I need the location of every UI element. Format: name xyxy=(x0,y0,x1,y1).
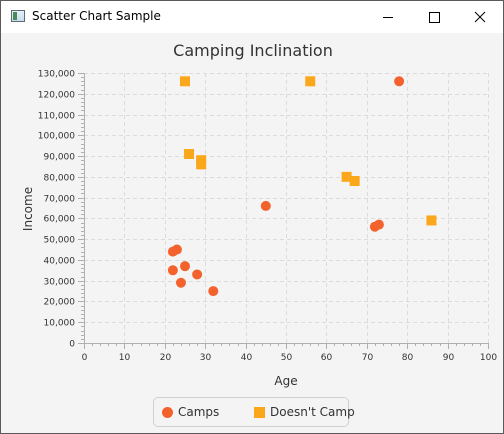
doesnt-camp-point xyxy=(349,176,360,186)
x-tick-label: 60 xyxy=(321,353,333,363)
y-tick-label: 100,000 xyxy=(38,132,75,142)
doesnt-camp-marker-icon xyxy=(254,407,265,418)
camps-point xyxy=(180,261,190,272)
y-tick-label: 20,000 xyxy=(44,298,76,308)
camps-point xyxy=(394,76,405,87)
doesnt-camp-point xyxy=(180,76,190,87)
grid-lines xyxy=(84,73,489,343)
chart-legend: Camps Doesn't Camp xyxy=(153,397,355,427)
x-tick-label: 10 xyxy=(119,353,131,363)
x-tick-label: 50 xyxy=(281,353,293,363)
legend-label-camps: Camps xyxy=(178,405,220,419)
y-tick-label: 70,000 xyxy=(44,195,76,205)
y-tick-label: 0 xyxy=(69,340,75,350)
y-tick-label: 30,000 xyxy=(44,278,76,288)
x-axis-label: Age xyxy=(274,374,297,388)
doesnt-camp-point xyxy=(305,76,316,87)
x-tick-label: 100 xyxy=(480,353,497,363)
maximize-icon xyxy=(429,12,440,23)
close-icon xyxy=(474,11,486,23)
doesnt-camp-point xyxy=(341,171,352,182)
close-button[interactable] xyxy=(457,1,503,33)
legend-label-doesnt-camp: Doesn't Camp xyxy=(270,405,355,419)
y-tick-label: 40,000 xyxy=(44,257,76,267)
doesnt-camp-point xyxy=(184,149,195,159)
minimize-icon xyxy=(383,17,393,18)
chart-canvas: Camping Inclination 0 10 20 30 40 50 60 70 80 90 1… xyxy=(21,41,498,388)
x-tick-label: 80 xyxy=(402,353,414,363)
y-tick-label: 80,000 xyxy=(44,174,76,184)
maximize-button[interactable] xyxy=(411,1,457,33)
camps-point xyxy=(373,219,384,230)
scatter-chart: Camping Inclination 0 10 20 30 40 50 60 70 80 90 1… xyxy=(1,33,503,433)
y-tick-label: 130,000 xyxy=(38,70,75,80)
y-tick-label: 50,000 xyxy=(44,236,76,246)
doesnt-camp-point xyxy=(426,215,437,226)
camps-point xyxy=(192,269,203,280)
camps-point xyxy=(260,200,271,211)
y-tick-label: 10,000 xyxy=(44,319,76,329)
x-tick-label: 0 xyxy=(82,353,88,363)
x-tick-label: 20 xyxy=(160,353,172,363)
y-tick-label: 60,000 xyxy=(44,215,76,225)
x-tick-label: 40 xyxy=(241,353,253,363)
x-tick-label: 70 xyxy=(362,353,374,363)
y-tick-label: 120,000 xyxy=(38,91,75,101)
camps-point xyxy=(208,286,219,297)
window-title: Scatter Chart Sample xyxy=(32,9,161,23)
camps-point xyxy=(167,265,178,276)
y-axis-label: Income xyxy=(21,187,35,231)
axes: 0 10 20 30 40 50 60 70 80 90 100 0 10,000 20,000 30,00… xyxy=(38,70,498,364)
app-window-icon xyxy=(11,10,25,22)
x-tick-label: 30 xyxy=(200,353,212,363)
minimize-button[interactable] xyxy=(365,1,411,33)
camps-point xyxy=(171,244,182,255)
chart-title: Camping Inclination xyxy=(173,41,333,60)
camps-point xyxy=(175,277,186,288)
doesnt-camp-point xyxy=(196,159,207,170)
x-tick-label: 90 xyxy=(443,353,455,363)
camps-marker-icon xyxy=(162,407,173,418)
data-points xyxy=(167,76,437,297)
title-bar[interactable]: Scatter Chart Sample xyxy=(1,1,503,33)
y-tick-label: 90,000 xyxy=(44,153,76,163)
y-tick-label: 110,000 xyxy=(38,112,75,122)
